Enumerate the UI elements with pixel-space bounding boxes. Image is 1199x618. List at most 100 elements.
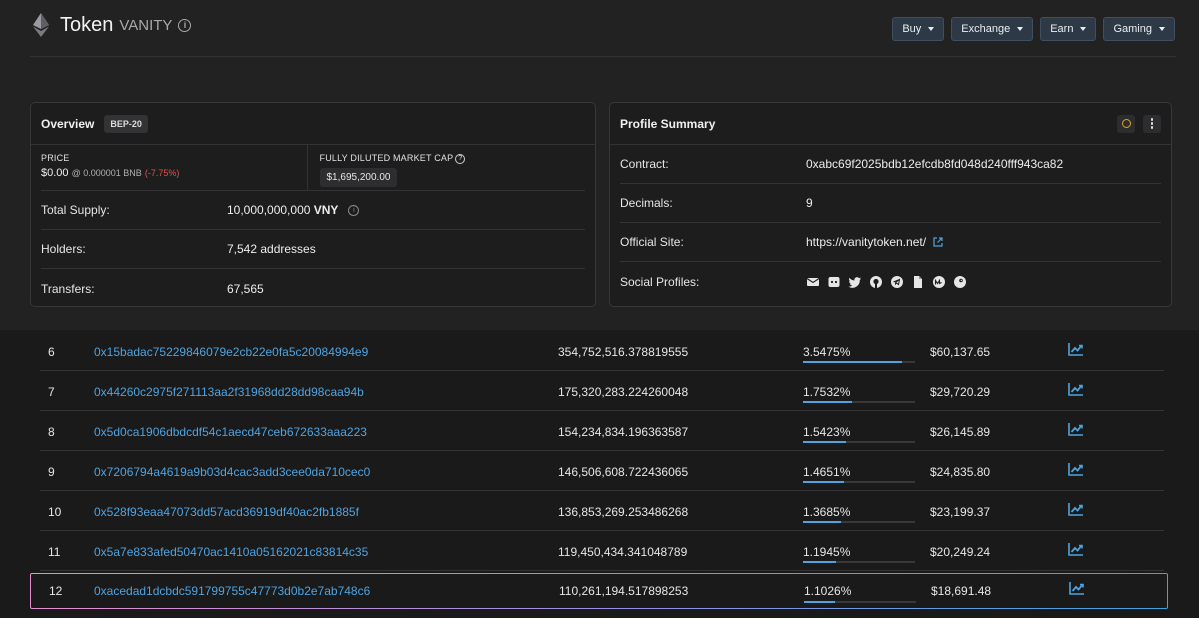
market-cap-value: $1,695,200.00 bbox=[319, 167, 398, 187]
holder-address-link[interactable]: 0x528f93eaa47073dd57acd36919df40ac2fb188… bbox=[94, 505, 359, 519]
chevron-down-icon bbox=[928, 27, 935, 31]
holder-percentage: 1.5423% bbox=[803, 425, 851, 439]
holders-label: Holders: bbox=[41, 242, 86, 256]
table-row: 10 0x528f93eaa47073dd57acd36919df40ac2fb1… bbox=[40, 491, 1164, 531]
contract-link[interactable]: 0xabc69f2025bdb12efcdb8fd048d240fff943ca… bbox=[806, 157, 1064, 171]
table-row: 8 0x5d0ca1906dbdcdf54c1aecd47ceb672633aaa… bbox=[40, 411, 1164, 451]
overview-title: Overview bbox=[41, 116, 95, 131]
holder-share-bar bbox=[803, 561, 915, 563]
holder-value: $20,249.24 bbox=[930, 545, 991, 559]
holder-quantity: 175,320,283.224260048 bbox=[558, 385, 689, 399]
social-profiles-label: Social Profiles: bbox=[620, 274, 700, 289]
table-row: 6 0x15badac75229846079e2cb22e0fa5c2008499… bbox=[40, 331, 1164, 371]
header-divider bbox=[30, 56, 1176, 57]
analytics-chart-icon[interactable] bbox=[1069, 581, 1085, 595]
twitter-icon[interactable] bbox=[848, 275, 862, 289]
holder-rank: 12 bbox=[49, 584, 63, 598]
contract-row: Contract: 0xabc69f2025bdb12efcdb8fd048d2… bbox=[620, 145, 1161, 184]
nav-earn-button[interactable]: Earn bbox=[1040, 17, 1097, 41]
info-icon[interactable]: i bbox=[348, 204, 360, 216]
profile-summary-card: Profile Summary Contract: 0xabc69f2025bd… bbox=[609, 102, 1172, 307]
nav-gaming-button[interactable]: Gaming bbox=[1103, 17, 1175, 41]
holder-rank: 10 bbox=[48, 505, 62, 519]
holder-value: $29,720.29 bbox=[930, 385, 991, 399]
nav-gaming-label: Gaming bbox=[1113, 23, 1152, 35]
analytics-chart-icon[interactable] bbox=[1068, 422, 1084, 436]
market-cap-label: FULLY DILUTED MARKET CAP bbox=[319, 153, 454, 163]
holder-value: $24,835.80 bbox=[930, 465, 991, 479]
holder-percentage: 3.5475% bbox=[803, 345, 851, 359]
external-link-icon[interactable] bbox=[933, 237, 943, 247]
holder-share-bar bbox=[803, 361, 915, 363]
nav-exchange-label: Exchange bbox=[961, 23, 1011, 35]
github-icon[interactable] bbox=[869, 275, 883, 289]
holder-share-bar bbox=[803, 401, 915, 403]
price-section: PRICE $0.00 @ 0.000001 BNB (-7.75%) bbox=[41, 145, 307, 190]
table-row-highlighted: 12 0xacedad1dcbdc591799755c47773d0b2e7ab7… bbox=[30, 573, 1168, 609]
holder-share-bar bbox=[803, 521, 915, 523]
holder-address-link[interactable]: 0x5d0ca1906dbdcdf54c1aecd47ceb672633aaa2… bbox=[94, 425, 367, 439]
holder-rank: 7 bbox=[48, 385, 55, 399]
decimals-label: Decimals: bbox=[620, 196, 673, 210]
official-site-row: Official Site: https://vanitytoken.net/ bbox=[620, 223, 1161, 262]
analytics-chart-icon[interactable] bbox=[1068, 342, 1084, 356]
question-icon[interactable]: ? bbox=[455, 153, 466, 164]
analytics-chart-icon[interactable] bbox=[1068, 502, 1084, 516]
holder-share-fill bbox=[803, 441, 847, 443]
holder-share-fill bbox=[804, 601, 835, 603]
contract-label: Contract: bbox=[620, 157, 669, 171]
analytics-chart-icon[interactable] bbox=[1068, 382, 1084, 396]
coinmarketcap-icon[interactable] bbox=[932, 275, 946, 289]
holder-percentage: 1.1945% bbox=[803, 545, 851, 559]
document-icon[interactable] bbox=[911, 275, 925, 289]
nav-buy-label: Buy bbox=[902, 23, 922, 35]
holder-percentage: 1.4651% bbox=[803, 465, 851, 479]
bnb-token-logo-icon bbox=[33, 13, 49, 37]
holder-quantity: 110,261,194.517898253 bbox=[559, 584, 689, 598]
profile-title: Profile Summary bbox=[620, 116, 716, 131]
holder-share-fill bbox=[803, 481, 844, 483]
holder-share-fill bbox=[803, 401, 853, 403]
price-value: $0.00 bbox=[41, 167, 69, 179]
official-site-link[interactable]: https://vanitytoken.net/ bbox=[806, 235, 927, 249]
price-value-line: $0.00 @ 0.000001 BNB (-7.75%) bbox=[41, 167, 307, 179]
token-name: VANITY bbox=[119, 16, 173, 34]
holder-address-link[interactable]: 0x5a7e833afed50470ac1410a05162021c83814c… bbox=[94, 545, 369, 559]
holder-address-link[interactable]: 0x15badac75229846079e2cb22e0fa5c20084994… bbox=[94, 345, 369, 359]
holder-value: $18,691.48 bbox=[931, 584, 992, 598]
status-ring-icon[interactable] bbox=[1117, 114, 1135, 133]
nav-exchange-button[interactable]: Exchange bbox=[951, 17, 1034, 41]
social-icons bbox=[806, 275, 967, 289]
analytics-chart-icon[interactable] bbox=[1068, 542, 1084, 556]
holder-share-bar bbox=[803, 441, 915, 443]
holder-share-fill bbox=[803, 361, 903, 363]
holder-share-bar bbox=[803, 481, 915, 483]
transfers-row: Transfers: 67,565 bbox=[41, 269, 585, 308]
holders-row: Holders: 7,542 addresses bbox=[41, 230, 585, 269]
profile-card-header: Profile Summary bbox=[610, 103, 1171, 145]
holder-rank: 6 bbox=[48, 345, 55, 359]
holder-address-link[interactable]: 0xacedad1dcbdc591799755c47773d0b2e7ab748… bbox=[94, 584, 371, 598]
holder-value: $23,199.37 bbox=[930, 505, 991, 519]
holder-address-link[interactable]: 0x44260c2975f271113aa2f31968dd28dd98caa9… bbox=[94, 385, 364, 399]
coingecko-icon[interactable] bbox=[953, 275, 967, 289]
email-icon[interactable] bbox=[806, 275, 820, 289]
telegram-icon[interactable] bbox=[890, 275, 904, 289]
total-supply-value: 10,000,000,000 bbox=[227, 203, 311, 217]
analytics-chart-icon[interactable] bbox=[1068, 462, 1084, 476]
holder-quantity: 154,234,834.196363587 bbox=[558, 425, 689, 439]
nav-buy-button[interactable]: Buy bbox=[892, 17, 945, 41]
holder-share-bar bbox=[804, 601, 916, 603]
holder-percentage: 1.3685% bbox=[803, 505, 851, 519]
price-bnb: @ 0.000001 BNB bbox=[71, 168, 142, 178]
holder-rank: 8 bbox=[48, 425, 55, 439]
more-options-icon[interactable] bbox=[1143, 114, 1161, 133]
total-supply-row: Total Supply: 10,000,000,000 VNY i bbox=[41, 191, 585, 230]
discord-icon[interactable] bbox=[827, 275, 841, 289]
holder-quantity: 136,853,269.253486268 bbox=[558, 505, 689, 519]
table-row: 9 0x7206794a4619a9b03d4cac3add3cee0da710c… bbox=[40, 451, 1164, 491]
info-icon[interactable]: i bbox=[178, 18, 192, 32]
chevron-down-icon bbox=[1159, 27, 1165, 31]
holder-address-link[interactable]: 0x7206794a4619a9b03d4cac3add3cee0da710ce… bbox=[94, 465, 371, 479]
official-site-label: Official Site: bbox=[620, 235, 684, 249]
